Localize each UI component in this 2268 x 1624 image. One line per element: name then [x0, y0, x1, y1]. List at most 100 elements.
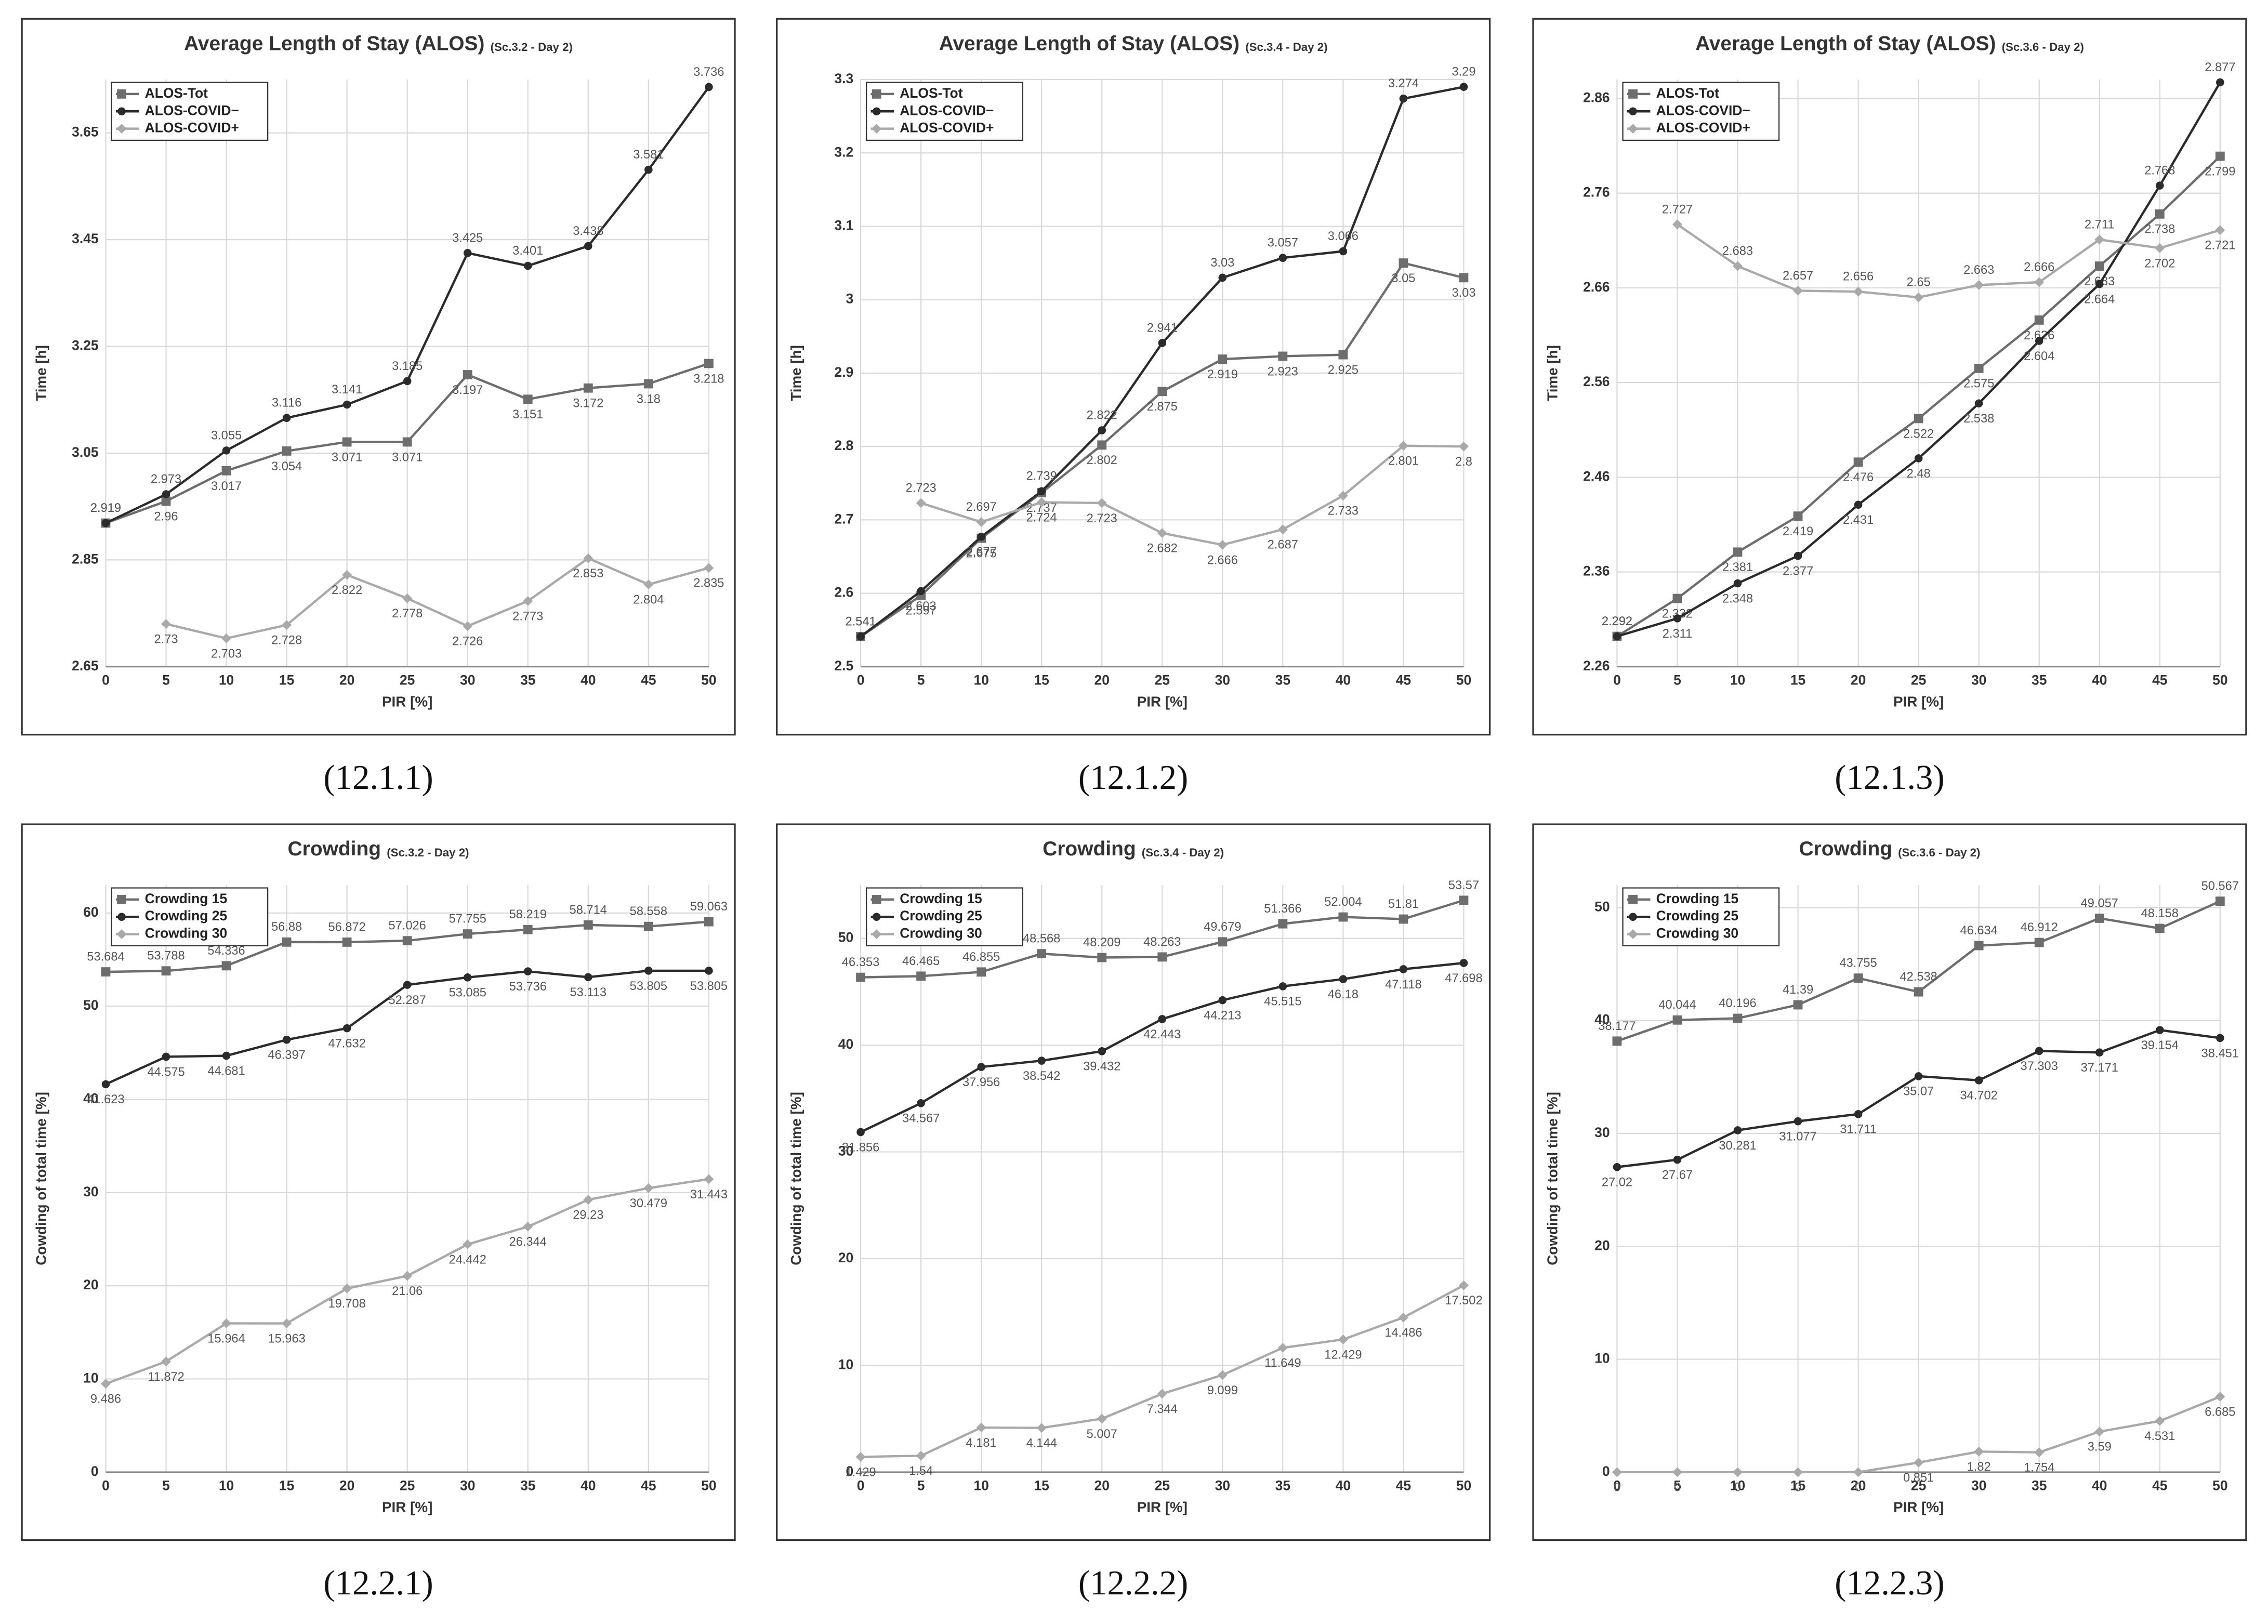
marker-circle — [1459, 959, 1468, 967]
y-tick-label: 40 — [83, 1090, 98, 1106]
marker-square — [161, 966, 171, 976]
data-label: 2.476 — [1843, 471, 1874, 484]
marker-square — [1974, 941, 1984, 950]
y-tick-label: 2.5 — [834, 658, 853, 674]
data-label: 2.597 — [906, 604, 937, 618]
marker-circle — [101, 1080, 110, 1089]
data-label: 46.465 — [902, 955, 940, 968]
data-label: 49.057 — [2081, 896, 2118, 910]
legend-label: Crowding 25 — [1656, 908, 1739, 923]
marker-circle — [1339, 975, 1348, 983]
marker-diamond — [101, 1379, 111, 1389]
data-label: 2.575 — [1963, 377, 1994, 391]
data-label: 57.026 — [389, 919, 426, 933]
data-label: 11.872 — [148, 1370, 184, 1384]
data-label: 2.801 — [1388, 455, 1419, 468]
marker-square — [1793, 1000, 1803, 1010]
title-main: Average Length of Stay (ALOS) — [939, 33, 1240, 55]
x-axis-title: PIR [%] — [1137, 1499, 1188, 1515]
marker-circle — [644, 967, 653, 975]
marker-square — [643, 921, 653, 931]
title-sub: (Sc.3.6 - Day 2) — [1898, 846, 1980, 859]
x-tick-label: 45 — [1396, 672, 1411, 688]
y-tick-label: 2.65 — [72, 658, 98, 674]
data-label: 3.071 — [332, 451, 362, 464]
marker-circle — [584, 973, 592, 982]
marker-circle — [977, 1063, 985, 1071]
data-label: 2.804 — [633, 593, 664, 607]
marker-circle — [2095, 280, 2104, 288]
chart-panel: Average Length of Stay (ALOS) (Sc.3.6 - D… — [1532, 18, 2247, 797]
data-label: 2.604 — [2024, 350, 2054, 363]
data-label: 24.442 — [449, 1253, 486, 1266]
data-label: 3.071 — [392, 451, 423, 464]
marker-diamond — [1459, 1280, 1469, 1290]
legend-label: Crowding 30 — [900, 926, 982, 941]
x-tick-label: 25 — [1155, 672, 1170, 688]
marker-circle — [342, 1024, 351, 1033]
x-tick-label: 20 — [1095, 672, 1110, 688]
marker-circle — [162, 490, 170, 498]
marker-square — [1914, 987, 1923, 997]
caption: (12.2.2) — [1078, 1564, 1188, 1602]
marker-square — [1097, 440, 1107, 450]
marker-square — [916, 971, 926, 981]
y-tick-label: 60 — [83, 904, 98, 920]
data-label: 5.007 — [1087, 1428, 1117, 1441]
marker-square — [872, 89, 881, 99]
marker-square — [1853, 973, 1863, 983]
marker-square — [643, 379, 653, 389]
data-label: 2.664 — [2084, 293, 2115, 307]
marker-circle — [101, 519, 110, 527]
x-axis-title: PIR [%] — [1137, 694, 1188, 710]
data-label: 3.18 — [637, 392, 661, 406]
data-label: 29.23 — [573, 1208, 603, 1222]
marker-diamond — [643, 1183, 654, 1193]
data-label: 46.912 — [2021, 921, 2058, 934]
data-label: 53.736 — [509, 980, 547, 994]
data-label: 2.311 — [1663, 627, 1692, 641]
marker-circle — [1218, 996, 1227, 1005]
data-label: 2.657 — [1783, 269, 1813, 283]
marker-square — [282, 446, 292, 456]
data-label: 37.303 — [2021, 1060, 2058, 1073]
data-label: 2.431 — [1843, 513, 1874, 527]
data-label: 53.684 — [87, 950, 124, 964]
y-tick-label: 3.45 — [72, 231, 98, 246]
data-label: 2.919 — [90, 501, 121, 515]
marker-square — [2094, 261, 2104, 271]
marker-circle — [403, 981, 412, 989]
y-tick-label: 3 — [846, 291, 853, 307]
legend-label: ALOS-COVID− — [145, 102, 239, 118]
data-label: 2.702 — [2144, 257, 2175, 270]
y-tick-label: 0 — [91, 1463, 99, 1479]
marker-diamond — [1672, 1467, 1682, 1477]
marker-circle — [1158, 1015, 1167, 1023]
data-label: 3.59 — [2088, 1441, 2112, 1454]
x-tick-label: 45 — [2152, 1478, 2167, 1494]
marker-diamond — [2094, 234, 2105, 245]
data-label: 14.486 — [1384, 1326, 1422, 1340]
marker-square — [1628, 89, 1638, 99]
data-label: 2.348 — [1722, 592, 1753, 605]
data-label: 3.29 — [1452, 65, 1475, 79]
marker-circle — [1278, 254, 1287, 262]
x-tick-label: 50 — [1456, 672, 1471, 688]
data-label: 2.875 — [1147, 400, 1178, 414]
marker-square — [704, 359, 714, 368]
data-label: 2.292 — [1602, 615, 1632, 628]
chart-title: Average Length of Stay (ALOS) (Sc.3.4 - D… — [939, 33, 1328, 55]
marker-square — [1218, 354, 1228, 364]
data-label: 2.799 — [2205, 165, 2235, 179]
data-label: 2.721 — [2205, 239, 2235, 253]
chart-title: Crowding (Sc.3.6 - Day 2) — [1799, 838, 1981, 861]
y-tick-label: 2.9 — [834, 364, 853, 380]
y-tick-label: 3.65 — [72, 124, 98, 140]
marker-circle — [2035, 337, 2043, 345]
x-tick-label: 30 — [1215, 672, 1230, 688]
y-tick-label: 10 — [1594, 1351, 1610, 1366]
data-label: 39.432 — [1083, 1060, 1120, 1074]
y-tick-label: 20 — [838, 1250, 853, 1265]
data-label: 2.675 — [966, 547, 997, 561]
marker-square — [1278, 351, 1288, 361]
